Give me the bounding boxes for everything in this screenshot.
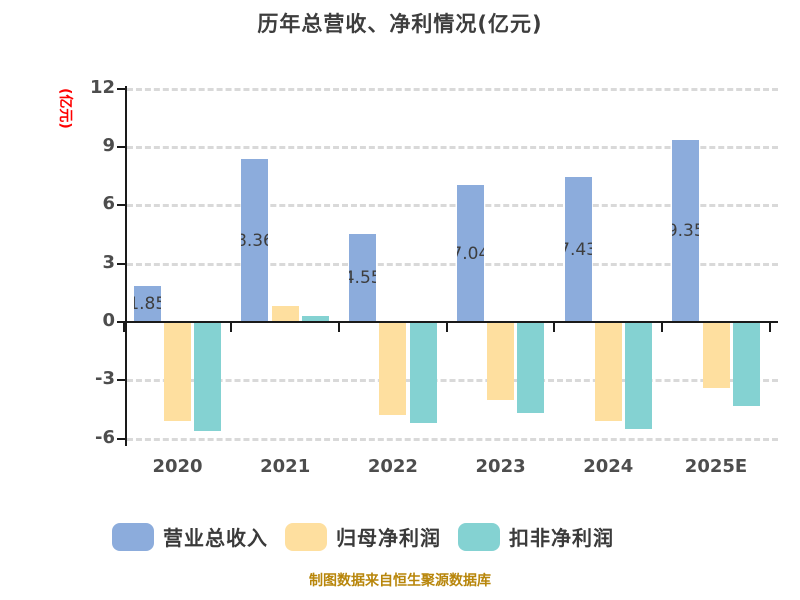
x-axis-zero-line: [125, 321, 778, 323]
gridline: [127, 204, 778, 208]
y-tick-mark: [117, 262, 125, 265]
bar-扣非净利润-2023: [517, 322, 545, 414]
x-tick-mark: [661, 323, 664, 332]
bar-value-label: 4.55: [349, 267, 376, 288]
bar-归母净利润-2023: [487, 322, 515, 400]
bar-value-label: 8.36: [241, 230, 268, 251]
x-axis-label-2022: 2022: [367, 456, 418, 477]
x-axis-label-2024: 2024: [583, 456, 634, 477]
gridline: [127, 145, 778, 149]
y-tick-label: 6: [102, 193, 115, 215]
y-tick-label: -6: [95, 426, 115, 448]
bar-归母净利润-2024: [594, 322, 622, 422]
y-tick-label: -3: [95, 368, 115, 390]
x-tick-mark: [230, 323, 233, 332]
x-axis-label-2023: 2023: [475, 456, 526, 477]
bar-value-label: 7.43: [565, 239, 592, 260]
gridline: [127, 262, 778, 266]
legend-item-扣非净利润: 扣非净利润: [458, 522, 614, 551]
y-tick-mark: [117, 437, 125, 440]
legend-swatch: [458, 522, 500, 551]
chart-title: 历年总营收、净利情况(亿元): [257, 12, 543, 36]
x-tick-mark: [445, 323, 448, 332]
bar-归母净利润-2021: [271, 306, 299, 322]
legend-label: 归母净利润: [336, 526, 441, 550]
legend-item-营业总收入: 营业总收入: [112, 522, 268, 551]
x-tick-mark: [768, 323, 771, 332]
bar-营业总收入-2020: 1.85: [133, 286, 161, 322]
y-tick-label: 9: [102, 134, 115, 156]
bar-营业总收入-2025E: 9.35: [672, 140, 700, 322]
y-axis-spine: [125, 86, 127, 446]
legend-label: 营业总收入: [163, 526, 268, 550]
bar-扣非净利润-2024: [625, 322, 653, 429]
y-tick-mark: [117, 321, 125, 323]
x-axis-label-2020: 2020: [152, 456, 203, 477]
bar-value-label: 1.85: [134, 294, 161, 314]
bar-营业总收入-2023: 7.04: [456, 185, 484, 322]
bar-扣非净利润-2021: [301, 316, 329, 322]
bar-营业总收入-2022: 4.55: [349, 233, 377, 322]
y-tick-mark: [117, 87, 125, 90]
x-axis-label-2025E: 2025E: [684, 456, 748, 477]
legend-label: 扣非净利润: [509, 526, 614, 550]
x-tick-mark: [122, 323, 125, 332]
bar-归母净利润-2020: [164, 322, 191, 422]
bar-营业总收入-2024: 7.43: [564, 177, 592, 322]
bar-扣非净利润-2025E: [732, 322, 760, 406]
legend-item-归母净利润: 归母净利润: [285, 522, 441, 551]
bar-value-label: 9.35: [672, 221, 699, 242]
bar-归母净利润-2022: [379, 322, 407, 416]
bar-营业总收入-2021: 8.36: [241, 159, 269, 322]
bar-value-label: 7.04: [457, 243, 484, 264]
gridline: [127, 437, 778, 441]
y-tick-mark: [117, 145, 125, 148]
legend: 营业总收入 归母净利润 扣非净利润: [0, 518, 800, 554]
y-tick-mark: [117, 204, 125, 207]
x-tick-mark: [338, 323, 341, 332]
bar-归母净利润-2025E: [702, 322, 730, 389]
legend-swatch: [112, 522, 154, 551]
y-tick-label: 0: [102, 310, 115, 331]
data-source-note: 制图数据来自恒生聚源数据库: [309, 573, 491, 589]
bar-扣非净利润-2022: [409, 322, 437, 424]
y-tick-label: 12: [89, 76, 115, 98]
x-tick-mark: [553, 323, 556, 332]
gridline: [127, 379, 778, 383]
legend-swatch: [285, 522, 327, 551]
y-tick-mark: [117, 379, 125, 382]
x-axis-label-2021: 2021: [260, 456, 311, 477]
gridline: [127, 87, 778, 91]
y-tick-label: 3: [102, 251, 115, 273]
bar-扣非净利润-2020: [194, 322, 222, 431]
